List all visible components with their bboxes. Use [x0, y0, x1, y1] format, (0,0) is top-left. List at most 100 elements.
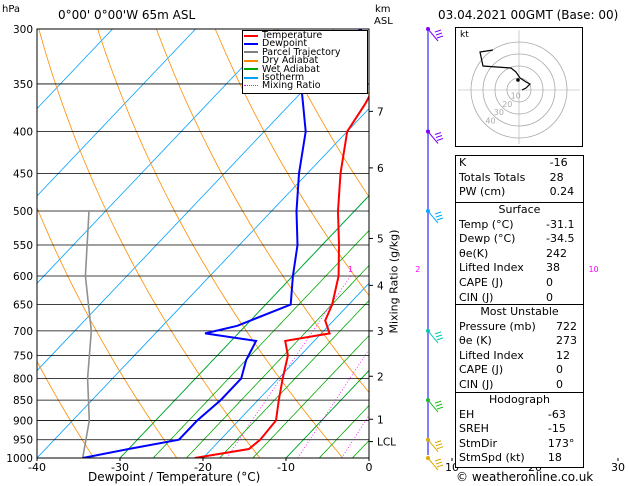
table-row: Lifted Index 12	[456, 349, 583, 364]
table-row: CAPE (J) 0	[456, 276, 583, 291]
pressure-tick-label: 400	[13, 127, 33, 139]
mixing-ratio-line	[226, 275, 351, 458]
wet-adiabat-line	[285, 369, 369, 458]
table-row: CIN (J) 0	[456, 291, 583, 306]
x-tick-label: -30	[111, 461, 129, 474]
indices-table: K -16 Totals Totals 28 PW (cm) 0.24	[456, 156, 583, 200]
isotherm-line	[37, 29, 113, 110]
surface-label: CIN (J)	[459, 290, 494, 304]
legend-label: Mixing Ratio	[262, 80, 321, 92]
mu-value: 273	[556, 334, 577, 348]
hodograph-panel: 10 20 30 40 kt	[455, 27, 583, 147]
legend-swatch	[244, 51, 258, 54]
table-row: Dewp (°C) -34.5	[456, 232, 583, 247]
x-tick-label: -20	[194, 461, 212, 474]
hodograph-ring-label: 40	[485, 117, 495, 126]
index-label: PW (cm)	[459, 185, 506, 199]
wind-barb	[427, 28, 444, 42]
table-row: CIN (J) 0	[456, 378, 583, 393]
hodo-value: -15	[547, 422, 566, 436]
altitude-tick-label: 1	[377, 414, 384, 426]
legend-swatch	[244, 42, 258, 45]
mu-value: 0	[556, 363, 563, 377]
datetime-title: 03.04.2021 00GMT (Base: 00)	[438, 8, 619, 22]
pressure-tick-label: 950	[13, 435, 33, 447]
legend-swatch	[244, 68, 258, 71]
wind-barb	[427, 439, 444, 453]
hodo-label: EH	[459, 407, 475, 421]
legend-label: Temperature	[262, 30, 323, 41]
legend-label: Dewpoint	[262, 38, 308, 50]
legend-item: Wet Adiabat	[244, 63, 320, 75]
wind-barb	[427, 330, 444, 344]
wet-adiabat-line	[318, 404, 369, 458]
table-row: θe(K) 242	[456, 247, 583, 262]
pressure-tick-label: 500	[13, 206, 33, 218]
pressure-tick-label: 800	[13, 373, 33, 385]
table-row: θe (K) 273	[456, 334, 583, 349]
most-unstable-table: Pressure (mb) 722 θe (K) 273 Lifted Index 1…	[456, 320, 583, 393]
table-row: Temp (°C) -31.1	[456, 218, 583, 233]
surface-label: Dewp (°C)	[459, 232, 516, 246]
surface-value: -34.5	[546, 232, 575, 246]
altitude-tick-label: 4	[377, 280, 384, 292]
pressure-tick-label: 1000	[6, 453, 33, 465]
hodograph-ring-label: 30	[494, 108, 504, 117]
hodo-value: 18	[547, 451, 562, 465]
hodo-value: -63	[547, 407, 566, 421]
wet-adiabat-line	[585, 29, 629, 458]
legend-item: Dry Adiabat	[244, 56, 318, 66]
pressure-tick-label: 650	[13, 300, 33, 312]
hodograph-kt-label: kt	[460, 30, 469, 40]
isotherm-line	[37, 107, 369, 458]
legend-swatch	[244, 85, 258, 87]
surface-value: 0	[546, 290, 554, 304]
table-row: Lifted Index 38	[456, 261, 583, 276]
asl-unit-label: ASL	[374, 16, 393, 27]
legend-swatch	[244, 34, 258, 37]
x-tick-label: -40	[28, 461, 46, 474]
surface-panel: Surface Temp (°C) -31.1 Dewp (°C) -34.5 θe…	[455, 202, 584, 307]
index-label: K	[459, 156, 467, 169]
table-row: StmSpd (kt) 18	[456, 451, 583, 466]
mu-label: Lifted Index	[459, 348, 524, 362]
location-title: 0°00' 0°00'W 65m ASL	[58, 8, 196, 22]
table-row: StmDir 173°	[456, 437, 583, 452]
copyright-footer[interactable]: © weatheronline.co.uk	[456, 470, 594, 484]
legend-item: Isotherm	[244, 73, 304, 83]
isotherm-line	[618, 29, 629, 458]
legend-label: Wet Adiabat	[262, 63, 320, 75]
table-row: EH -63	[456, 408, 583, 423]
hodograph-stats-table: EH -63 SREH -15 StmDir 173° StmSpd (kt) 18	[456, 408, 583, 466]
altitude-tick-label: 3	[377, 326, 384, 338]
table-row: Pressure (mb) 722	[456, 320, 583, 335]
surface-label: θe(K)	[459, 246, 489, 260]
legend-item: Mixing Ratio	[244, 81, 321, 91]
legend-item: Temperature	[244, 31, 322, 41]
table-row: SREH -15	[456, 422, 583, 437]
surface-value: 0	[546, 275, 554, 289]
mixing-ratio-label: 2	[415, 265, 420, 274]
altitude-tick-label: LCL	[377, 437, 396, 449]
surface-label: CAPE (J)	[459, 275, 504, 289]
isotherm-line	[37, 29, 279, 284]
wind-barb	[427, 131, 444, 144]
pressure-tick-label: 900	[13, 415, 33, 427]
hpa-unit-label: hPa	[2, 4, 21, 15]
index-value: -16	[549, 156, 568, 169]
table-row: PW (cm) 0.24	[456, 185, 583, 200]
hodograph-stats-title: Hodograph	[489, 393, 550, 406]
dry-adiabat-line	[273, 29, 369, 198]
table-row: CAPE (J) 0	[456, 363, 583, 378]
index-label: Totals Totals	[459, 170, 526, 184]
mu-value: 12	[556, 348, 570, 362]
legend-item: Parcel Trajectory	[244, 47, 340, 58]
mixing-ratio-line	[605, 276, 629, 458]
pressure-tick-label: 700	[13, 326, 33, 338]
most-unstable-title: Most Unstable	[480, 305, 559, 318]
table-row: K -16	[456, 156, 583, 171]
pressure-tick-label: 600	[13, 271, 33, 283]
legend	[242, 30, 368, 94]
mu-label: Pressure (mb)	[459, 319, 536, 333]
hodo-label: StmDir	[459, 436, 498, 450]
